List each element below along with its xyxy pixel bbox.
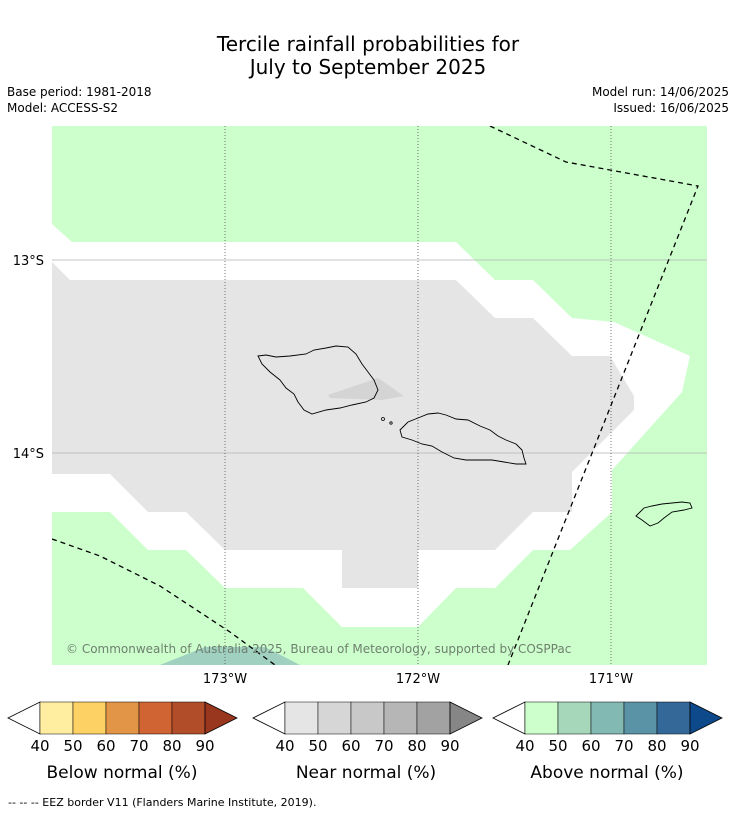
title-line-1: Tercile rainfall probabilities for — [216, 32, 520, 56]
island-shading — [328, 378, 404, 400]
legend-swatch — [105, 701, 140, 735]
legend-tick-label: 80 — [162, 737, 181, 755]
legend-swatch — [72, 701, 107, 735]
legend-low-extension — [252, 701, 286, 735]
legend-tick-label: 40 — [30, 737, 49, 755]
legend-swatch — [383, 701, 418, 735]
legend-swatch — [284, 701, 319, 735]
legend-high-extension — [204, 701, 238, 735]
above-normal-70-patch — [160, 647, 300, 665]
eez-border-east — [489, 126, 699, 665]
legend-tick-label: 40 — [515, 737, 534, 755]
legend-swatch — [171, 701, 206, 735]
legend-tick-label: 60 — [581, 737, 600, 755]
lat-label-14s: 14°S — [13, 447, 44, 462]
lon-label-171w: 171°W — [589, 672, 633, 687]
legend-tick-label: 50 — [63, 737, 82, 755]
near-normal-region — [52, 262, 634, 588]
legend-tick-label: 40 — [275, 737, 294, 755]
legend-swatch — [416, 701, 451, 735]
legend-swatch — [317, 701, 352, 735]
legend-tick-label: 70 — [614, 737, 633, 755]
issued-date: Issued: 16/06/2025 — [613, 101, 729, 115]
legend-swatch — [350, 701, 385, 735]
legend-tick-label: 60 — [96, 737, 115, 755]
map-area — [52, 126, 707, 665]
legend-near-normal: 40 50 60 70 80 90 — [252, 701, 483, 755]
legend-tick-label: 80 — [647, 737, 666, 755]
legend-high-extension — [689, 701, 723, 735]
legend-high-extension — [449, 701, 483, 735]
legend-tick-label: 80 — [407, 737, 426, 755]
legend-low-extension — [7, 701, 41, 735]
lon-label-173w: 173°W — [203, 672, 247, 687]
legend-tick-label: 90 — [195, 737, 214, 755]
legend-tick-label: 50 — [308, 737, 327, 755]
legends: 40 50 60 70 80 90 40 50 60 70 80 90 40 50 60 70 80 90 B… — [7, 701, 723, 783]
island-upolu — [399, 412, 527, 465]
island-manono — [381, 417, 385, 421]
map-figure: 13°S 14°S 173°W 172°W 171°W © Commonweal… — [13, 126, 707, 687]
legend-tick-label: 60 — [341, 737, 360, 755]
model-name: Model: ACCESS-S2 — [7, 101, 119, 115]
legend-swatch — [557, 701, 592, 735]
legend-near-normal-label: Near normal (%) — [296, 763, 436, 783]
legend-tick-label: 50 — [548, 737, 567, 755]
model-run-date: Model run: 14/06/2025 — [591, 85, 729, 99]
legend-above-normal: 40 50 60 70 80 90 — [492, 701, 723, 755]
base-period: Base period: 1981-2018 — [7, 85, 152, 99]
eez-footnote: -- -- -- EEZ border V11 (Flanders Marine… — [8, 796, 317, 809]
title-line-2: July to September 2025 — [249, 55, 487, 79]
island-tutuila — [635, 501, 693, 527]
lon-label-172w: 172°W — [396, 672, 440, 687]
legend-swatch — [623, 701, 658, 735]
legend-tick-label: 90 — [440, 737, 459, 755]
legend-tick-label: 70 — [129, 737, 148, 755]
legend-below-normal: 40 50 60 70 80 90 — [7, 701, 238, 755]
legend-low-extension — [492, 701, 526, 735]
legend-tick-label: 90 — [680, 737, 699, 755]
island-apolima — [389, 421, 393, 425]
legend-swatch — [138, 701, 173, 735]
lat-label-13s: 13°S — [13, 254, 44, 269]
legend-below-normal-label: Below normal (%) — [47, 763, 198, 783]
legend-swatch — [590, 701, 625, 735]
legend-swatch — [524, 701, 559, 735]
island-savaii — [257, 345, 379, 415]
eez-border-southwest — [52, 538, 276, 665]
legend-swatch — [39, 701, 74, 735]
legend-above-normal-label: Above normal (%) — [530, 763, 683, 783]
legend-tick-label: 70 — [374, 737, 393, 755]
copyright-notice: © Commonwealth of Australia 2025, Bureau… — [66, 642, 571, 656]
legend-swatch — [656, 701, 691, 735]
